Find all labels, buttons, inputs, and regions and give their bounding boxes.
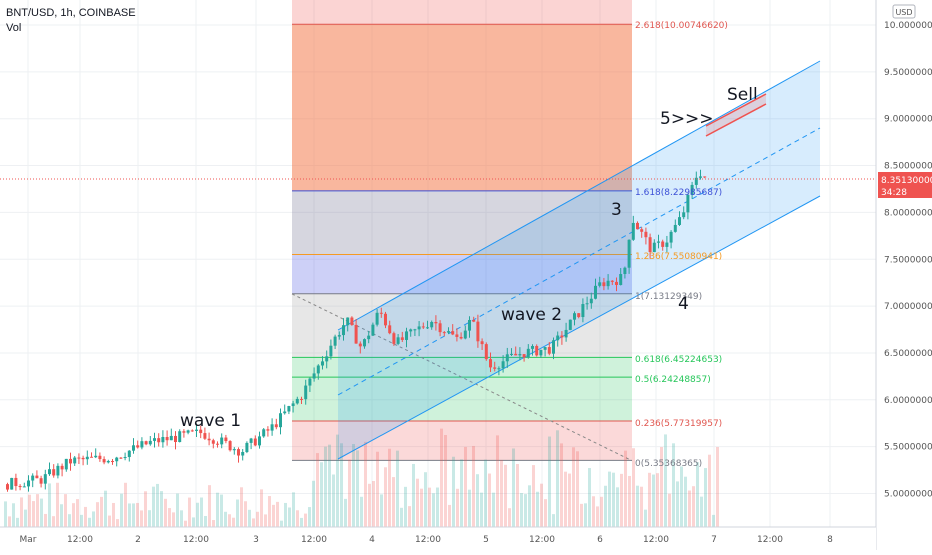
fib-label-05: 0.5(6.24248857) — [635, 375, 711, 385]
time-tick: 2 — [135, 535, 141, 545]
time-tick: 7 — [711, 535, 717, 545]
fib-label-1: 1(7.13129349) — [635, 292, 702, 302]
fibonacci-zones[interactable] — [291, 0, 633, 462]
current-price-tag — [878, 172, 932, 198]
price-tick: 9.50000000 — [884, 68, 932, 78]
time-tick: 12:00 — [415, 535, 441, 545]
fib-label-1618: 1.618(8.22985687) — [635, 188, 722, 198]
price-axis[interactable]: USD 10.00000000 9.50000000 9.00000000 8.500… — [875, 0, 932, 550]
price-tick: 8.00000000 — [884, 208, 932, 218]
bar-countdown: 34:28 — [881, 188, 907, 198]
price-tick: 8.50000000 — [884, 162, 932, 172]
time-tick: 12:00 — [529, 535, 555, 545]
price-tick: 5.00000000 — [884, 490, 932, 500]
price-tick: 9.00000000 — [884, 115, 932, 125]
fib-label-0618: 0.618(6.45224653) — [635, 355, 722, 365]
fib-label-1236: 1.236(7.55080941) — [635, 252, 722, 262]
price-tick: 5.50000000 — [884, 443, 932, 453]
price-tick: 6.50000000 — [884, 349, 932, 359]
time-tick: 8 — [827, 535, 833, 545]
currency-label: USD — [895, 8, 912, 17]
annotations[interactable]: wave 1 wave 2 3 4 5>>> Sell — [180, 85, 767, 431]
wave-5-label[interactable]: 5>>> — [660, 109, 714, 129]
time-tick: 4 — [369, 535, 375, 545]
current-price-value: 8.35130000 — [881, 176, 932, 186]
sell-label[interactable]: Sell — [727, 85, 758, 105]
wave-4-label[interactable]: 4 — [678, 294, 689, 314]
fibonacci-labels: 2.618(10.00746620) 1.618(8.22985687) 1.2… — [635, 21, 728, 469]
candlesticks — [6, 169, 707, 492]
volume-bars — [4, 428, 719, 527]
time-tick: 3 — [253, 535, 259, 545]
chart-header: BNT/USD, 1h, COINBASE Vol — [6, 6, 136, 36]
wave-3-label[interactable]: 3 — [611, 200, 622, 220]
fib-label-2618: 2.618(10.00746620) — [635, 21, 728, 31]
volume-indicator-label: Vol — [6, 22, 22, 34]
wave-2-label[interactable]: wave 2 — [501, 305, 562, 325]
price-tick: 7.00000000 — [884, 302, 932, 312]
time-tick: 12:00 — [643, 535, 669, 545]
time-tick: 12:00 — [301, 535, 327, 545]
parallel-channel[interactable] — [337, 60, 821, 460]
fib-label-0: 0(5.35368365) — [635, 459, 702, 469]
time-tick: 12:00 — [67, 535, 93, 545]
price-tick: 6.00000000 — [884, 396, 932, 406]
price-tick: 7.50000000 — [884, 255, 932, 265]
wave-1-label[interactable]: wave 1 — [180, 411, 241, 431]
time-tick: 12:00 — [757, 535, 783, 545]
fib-label-0236: 0.236(5.77319957) — [635, 419, 722, 429]
time-tick: Mar — [20, 535, 37, 545]
grid-lines — [0, 0, 876, 527]
time-tick: 5 — [483, 535, 489, 545]
time-tick: 12:00 — [183, 535, 209, 545]
price-tick: 10.00000000 — [884, 21, 932, 31]
symbol-title: BNT/USD, 1h, COINBASE — [6, 7, 136, 19]
currency-badge[interactable] — [892, 4, 916, 19]
sell-target-zone[interactable] — [705, 93, 767, 137]
time-axis[interactable]: Mar 12:00 2 12:00 3 12:00 4 12:00 5 12:00 6 12:00 7 1… — [0, 526, 876, 550]
time-tick: 6 — [597, 535, 603, 545]
